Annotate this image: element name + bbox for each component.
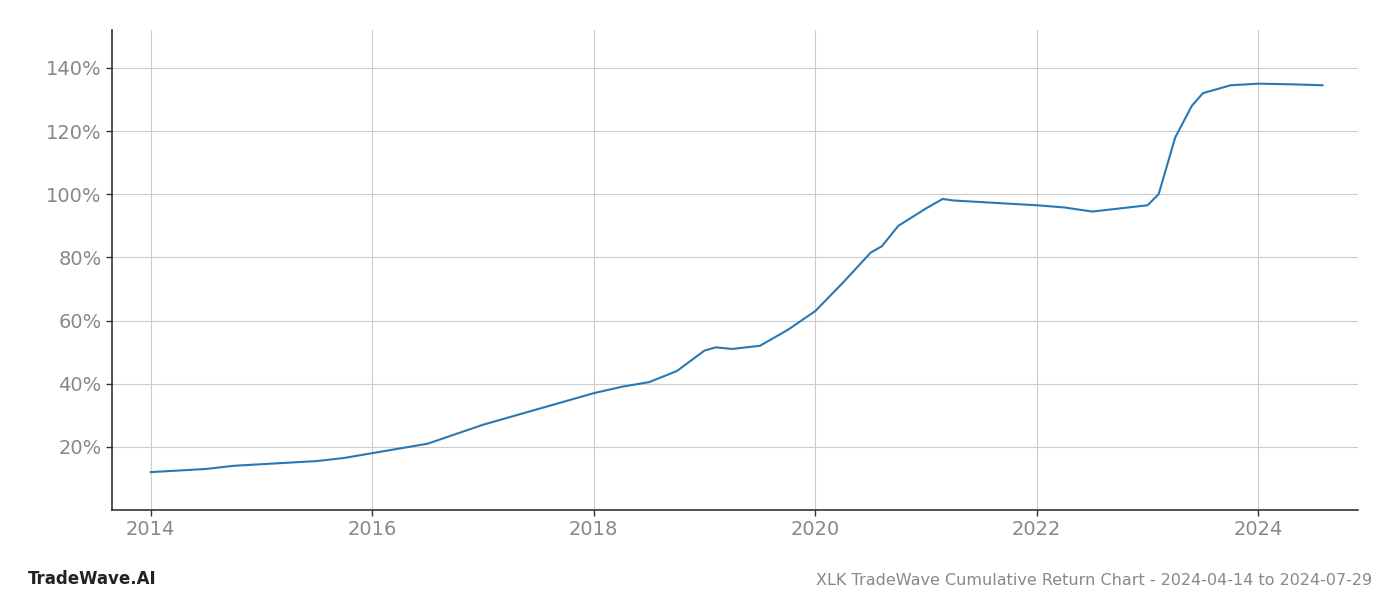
- Text: XLK TradeWave Cumulative Return Chart - 2024-04-14 to 2024-07-29: XLK TradeWave Cumulative Return Chart - …: [816, 573, 1372, 588]
- Text: TradeWave.AI: TradeWave.AI: [28, 570, 157, 588]
